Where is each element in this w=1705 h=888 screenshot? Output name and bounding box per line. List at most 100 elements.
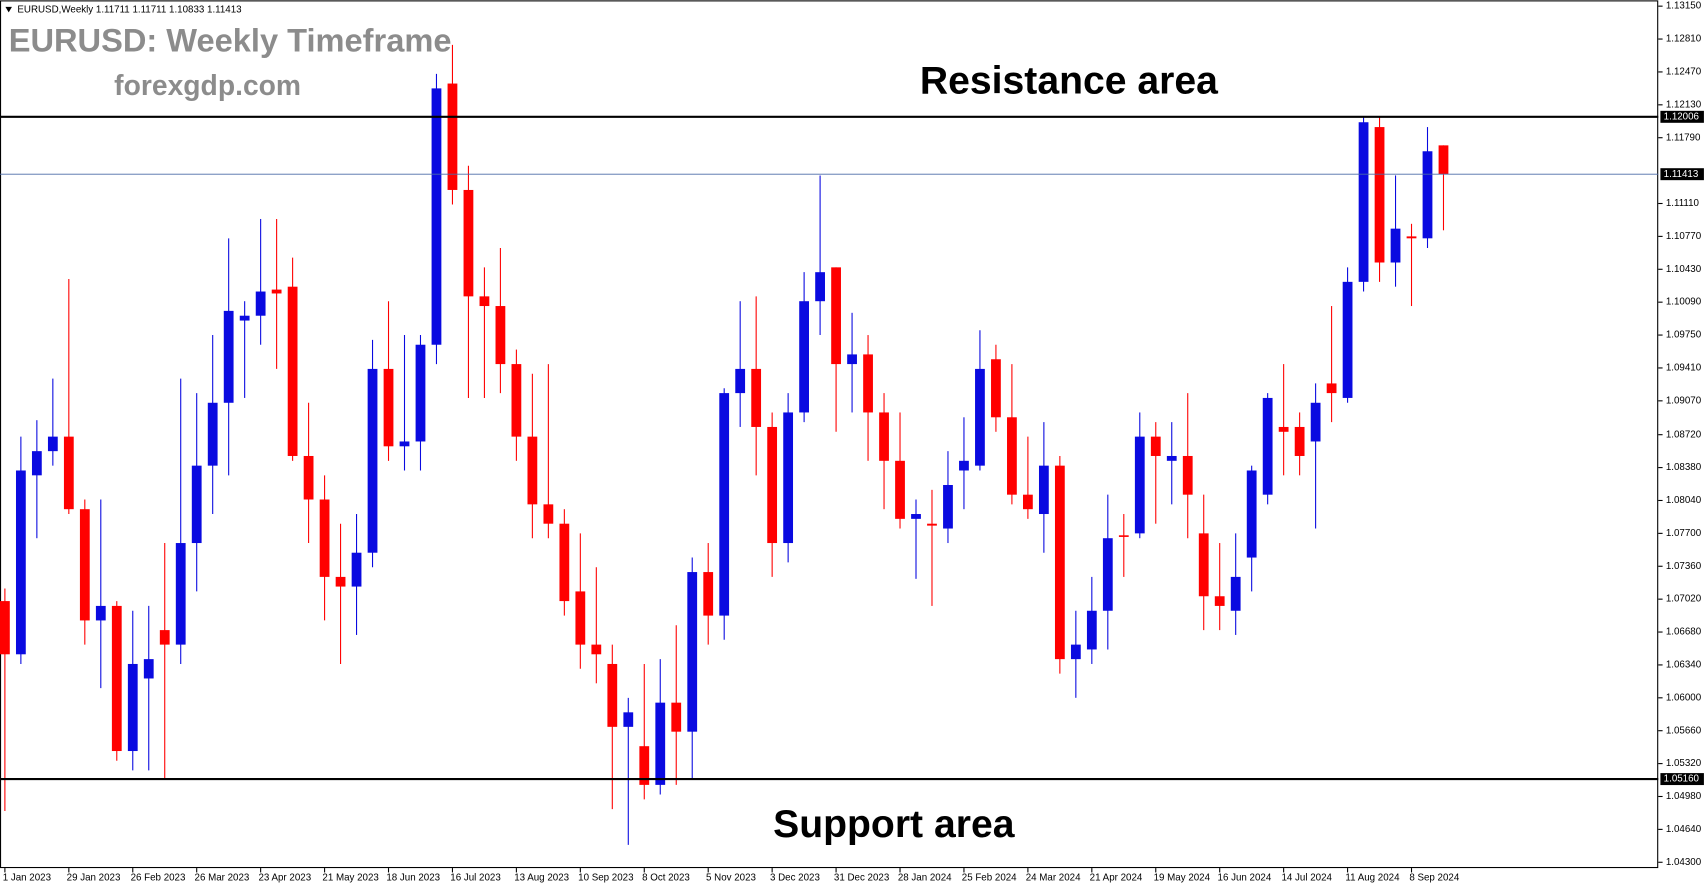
candle-body — [719, 393, 730, 616]
candle-body — [1374, 127, 1385, 263]
candle-body — [79, 509, 90, 621]
candle-body — [847, 354, 857, 365]
candle-body — [47, 436, 58, 452]
candle-body — [1278, 426, 1289, 432]
y-tick-label: 1.06680 — [1666, 627, 1702, 638]
y-tick-label: 1.12810 — [1666, 34, 1702, 45]
y-tick-label: 1.10430 — [1666, 264, 1702, 275]
x-tick-label: 28 Jan 2024 — [898, 872, 952, 883]
y-tick-label: 1.06000 — [1666, 692, 1702, 703]
x-tick-label: 19 May 2024 — [1154, 872, 1211, 883]
x-tick-label: 5 Nov 2023 — [706, 872, 756, 883]
candle-body — [1230, 576, 1241, 611]
candle-body — [1390, 228, 1401, 263]
y-tick-label: 1.09070 — [1666, 395, 1702, 406]
candle-body — [655, 702, 666, 785]
x-tick-label: 21 Apr 2024 — [1090, 872, 1143, 883]
x-tick-label: 1 Jan 2023 — [3, 872, 51, 883]
candle-body — [367, 368, 378, 553]
candle-body — [543, 504, 554, 524]
candle-body — [623, 712, 634, 727]
candle-body — [63, 436, 74, 510]
candle-body — [303, 455, 314, 500]
candle-body — [159, 630, 170, 645]
candle-body — [31, 451, 42, 476]
y-tick-label: 1.07020 — [1666, 594, 1702, 605]
candle-body — [527, 436, 538, 505]
candle-body — [1118, 535, 1129, 537]
x-tick-label: 16 Jul 2023 — [450, 872, 501, 883]
candle-body — [143, 659, 154, 679]
marks — [0, 44, 1449, 845]
y-tick-label: 1.11790 — [1666, 132, 1701, 143]
candle-body — [95, 605, 106, 621]
y-tick-label: 1.06340 — [1666, 660, 1702, 671]
x-tick-label: 11 Aug 2024 — [1345, 872, 1400, 883]
candle-body — [687, 572, 698, 732]
x-tick-label: 16 Jun 2024 — [1218, 872, 1272, 883]
candle-body — [287, 286, 298, 456]
candle-body — [991, 359, 1001, 418]
candle-body — [975, 368, 985, 466]
candle-body — [1070, 644, 1081, 660]
candle-body — [1438, 145, 1449, 175]
candle-body — [1023, 494, 1033, 510]
candle-body — [415, 344, 426, 442]
y-tick-label: 1.05660 — [1666, 725, 1702, 736]
candle-body — [607, 663, 618, 727]
y-tick-label: 1.10770 — [1666, 231, 1702, 242]
x-tick-label: 26 Feb 2023 — [131, 872, 186, 883]
level-label-box — [1660, 773, 1704, 786]
plot-frame — [0, 0, 1659, 869]
candle-body — [1358, 122, 1369, 282]
x-tick-label: 18 Jun 2023 — [386, 872, 440, 883]
candle-body — [1214, 596, 1225, 606]
x-tick-label: 21 May 2023 — [322, 872, 378, 883]
y-tick-label: 1.08040 — [1666, 495, 1702, 506]
candle-body — [783, 412, 794, 544]
y-tick-label: 1.11110 — [1666, 198, 1700, 209]
candle-body — [495, 306, 506, 365]
candle-body — [239, 315, 250, 321]
level-label: 1.11413 — [1664, 169, 1699, 180]
x-tick-label: 31 Dec 2023 — [834, 872, 889, 883]
candle-body — [943, 485, 953, 529]
y-tick-label: 1.07360 — [1666, 561, 1702, 572]
candle-body — [559, 523, 570, 602]
info-bar: EURUSD,Weekly 1.11711 1.11711 1.10833 1.… — [17, 5, 241, 16]
candle-body — [335, 576, 346, 587]
candle-body — [111, 605, 122, 752]
candle-body — [399, 441, 410, 447]
x-tick-label: 24 Mar 2024 — [1026, 872, 1081, 883]
candle-body — [815, 272, 825, 302]
candle-body — [1086, 610, 1097, 650]
x-tick-label: 29 Jan 2023 — [67, 872, 121, 883]
candle-body — [1054, 465, 1065, 660]
candle-body — [319, 499, 330, 577]
x-tick-label: 13 Aug 2023 — [514, 872, 569, 883]
candle-body — [671, 702, 682, 732]
candle-body — [383, 368, 394, 447]
candle-body — [1198, 533, 1209, 597]
candle-body — [207, 402, 218, 466]
candle-body — [879, 412, 889, 461]
chart-subtitle: forexgdp.com — [114, 69, 301, 101]
x-tick-label: 23 Apr 2023 — [258, 872, 311, 883]
level-label-box — [1660, 110, 1704, 123]
candle-body — [1310, 402, 1321, 442]
info-arrow — [5, 6, 12, 13]
candle-body — [959, 460, 969, 471]
candle-body — [1342, 281, 1353, 398]
x-tick-label: 8 Oct 2023 — [642, 872, 690, 883]
candle-body — [1326, 383, 1337, 394]
candle-body — [911, 514, 921, 519]
y-tick-label: 1.04980 — [1666, 791, 1702, 802]
candle-body — [1262, 397, 1273, 495]
candle-body — [431, 88, 442, 345]
candle-body — [127, 663, 138, 752]
y-tick-label: 1.09410 — [1666, 363, 1702, 374]
y-tick-label: 1.10090 — [1666, 297, 1702, 308]
x-tick-label: 26 Mar 2023 — [195, 872, 250, 883]
candle-body — [575, 591, 586, 645]
